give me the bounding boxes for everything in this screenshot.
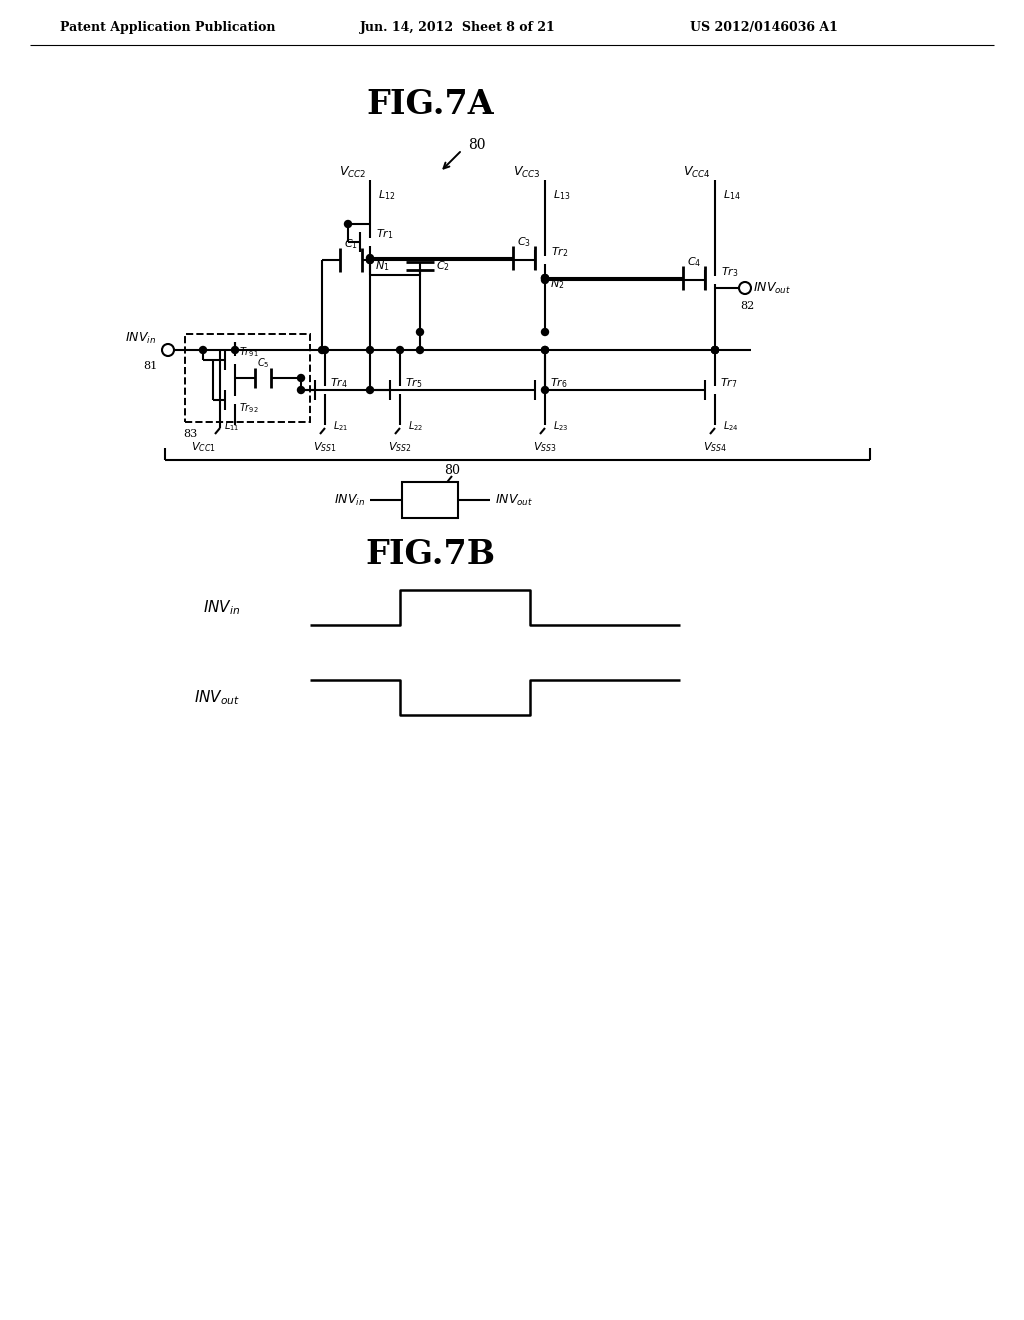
Text: $L_{23}$: $L_{23}$: [553, 420, 568, 433]
Text: FIG.7A: FIG.7A: [367, 88, 494, 121]
Text: $Tr_3$: $Tr_3$: [721, 265, 738, 279]
Text: $V_{SS3}$: $V_{SS3}$: [534, 440, 557, 454]
Text: $N_2$: $N_2$: [550, 277, 564, 290]
Text: $V_{SS2}$: $V_{SS2}$: [388, 440, 412, 454]
Text: US 2012/0146036 A1: US 2012/0146036 A1: [690, 21, 838, 34]
Text: FIG.7B: FIG.7B: [365, 539, 495, 572]
Text: $Tr_6$: $Tr_6$: [550, 376, 567, 389]
Text: $INV_{in}$: $INV_{in}$: [334, 492, 365, 508]
Text: Jun. 14, 2012  Sheet 8 of 21: Jun. 14, 2012 Sheet 8 of 21: [360, 21, 556, 34]
Text: $Tr_5$: $Tr_5$: [406, 376, 423, 389]
Text: INV: INV: [415, 492, 445, 507]
Text: $C_4$: $C_4$: [687, 255, 701, 269]
Circle shape: [542, 275, 549, 281]
Circle shape: [542, 387, 549, 393]
Circle shape: [298, 375, 304, 381]
Text: 82: 82: [740, 301, 754, 312]
Text: 83: 83: [183, 429, 198, 440]
Text: $INV_{out}$: $INV_{out}$: [753, 280, 792, 296]
Text: $L_{11}$: $L_{11}$: [224, 420, 240, 433]
Circle shape: [542, 276, 549, 284]
Text: $L_{13}$: $L_{13}$: [553, 187, 570, 202]
Text: 81: 81: [143, 360, 157, 371]
Circle shape: [542, 275, 549, 281]
Circle shape: [367, 387, 374, 393]
Text: $INV_{out}$: $INV_{out}$: [194, 688, 240, 706]
Circle shape: [542, 346, 549, 354]
Text: $V_{CC3}$: $V_{CC3}$: [513, 165, 541, 180]
Circle shape: [367, 256, 374, 264]
Circle shape: [712, 346, 719, 354]
Text: $C_1$: $C_1$: [344, 238, 358, 251]
Circle shape: [322, 346, 329, 354]
Circle shape: [712, 346, 719, 354]
Circle shape: [367, 256, 374, 264]
Text: $L_{14}$: $L_{14}$: [723, 187, 740, 202]
Circle shape: [200, 346, 207, 354]
Text: $C_3$: $C_3$: [517, 235, 531, 249]
Circle shape: [417, 329, 424, 335]
Text: $INV_{in}$: $INV_{in}$: [125, 330, 156, 346]
Circle shape: [231, 346, 239, 354]
Text: $L_{22}$: $L_{22}$: [408, 420, 423, 433]
Text: $Tr_{92}$: $Tr_{92}$: [239, 401, 259, 414]
Circle shape: [417, 346, 424, 354]
Circle shape: [396, 346, 403, 354]
Text: $INV_{out}$: $INV_{out}$: [495, 492, 534, 508]
Circle shape: [367, 255, 374, 261]
Circle shape: [298, 387, 304, 393]
Bar: [185, 334, 310, 422]
Text: $C_2$: $C_2$: [436, 259, 450, 273]
Circle shape: [542, 329, 549, 335]
Circle shape: [367, 346, 374, 354]
Circle shape: [344, 220, 351, 227]
Text: $Tr_1$: $Tr_1$: [376, 227, 393, 242]
Text: Patent Application Publication: Patent Application Publication: [60, 21, 275, 34]
Circle shape: [542, 346, 549, 354]
Text: 80: 80: [444, 463, 460, 477]
Text: $Tr_7$: $Tr_7$: [720, 376, 737, 389]
Text: $Tr_{91}$: $Tr_{91}$: [239, 345, 259, 359]
Text: $V_{SS1}$: $V_{SS1}$: [313, 440, 337, 454]
Text: $V_{CC4}$: $V_{CC4}$: [683, 165, 711, 180]
Bar: [402, 482, 458, 517]
Text: $INV_{in}$: $INV_{in}$: [203, 598, 240, 616]
Text: $V_{CC2}$: $V_{CC2}$: [339, 165, 366, 180]
Circle shape: [318, 346, 326, 354]
Text: $C_5$: $C_5$: [257, 356, 269, 370]
Text: 80: 80: [468, 139, 485, 152]
Text: $L_{12}$: $L_{12}$: [378, 187, 395, 202]
Text: $Tr_4$: $Tr_4$: [330, 376, 348, 389]
Text: $N_1$: $N_1$: [375, 259, 389, 273]
Text: $L_{24}$: $L_{24}$: [723, 420, 738, 433]
Text: $Tr_2$: $Tr_2$: [551, 246, 568, 259]
Text: $V_{SS4}$: $V_{SS4}$: [703, 440, 727, 454]
Circle shape: [712, 346, 719, 354]
Text: $V_{CC1}$: $V_{CC1}$: [191, 440, 216, 454]
Text: $L_{21}$: $L_{21}$: [333, 420, 348, 433]
